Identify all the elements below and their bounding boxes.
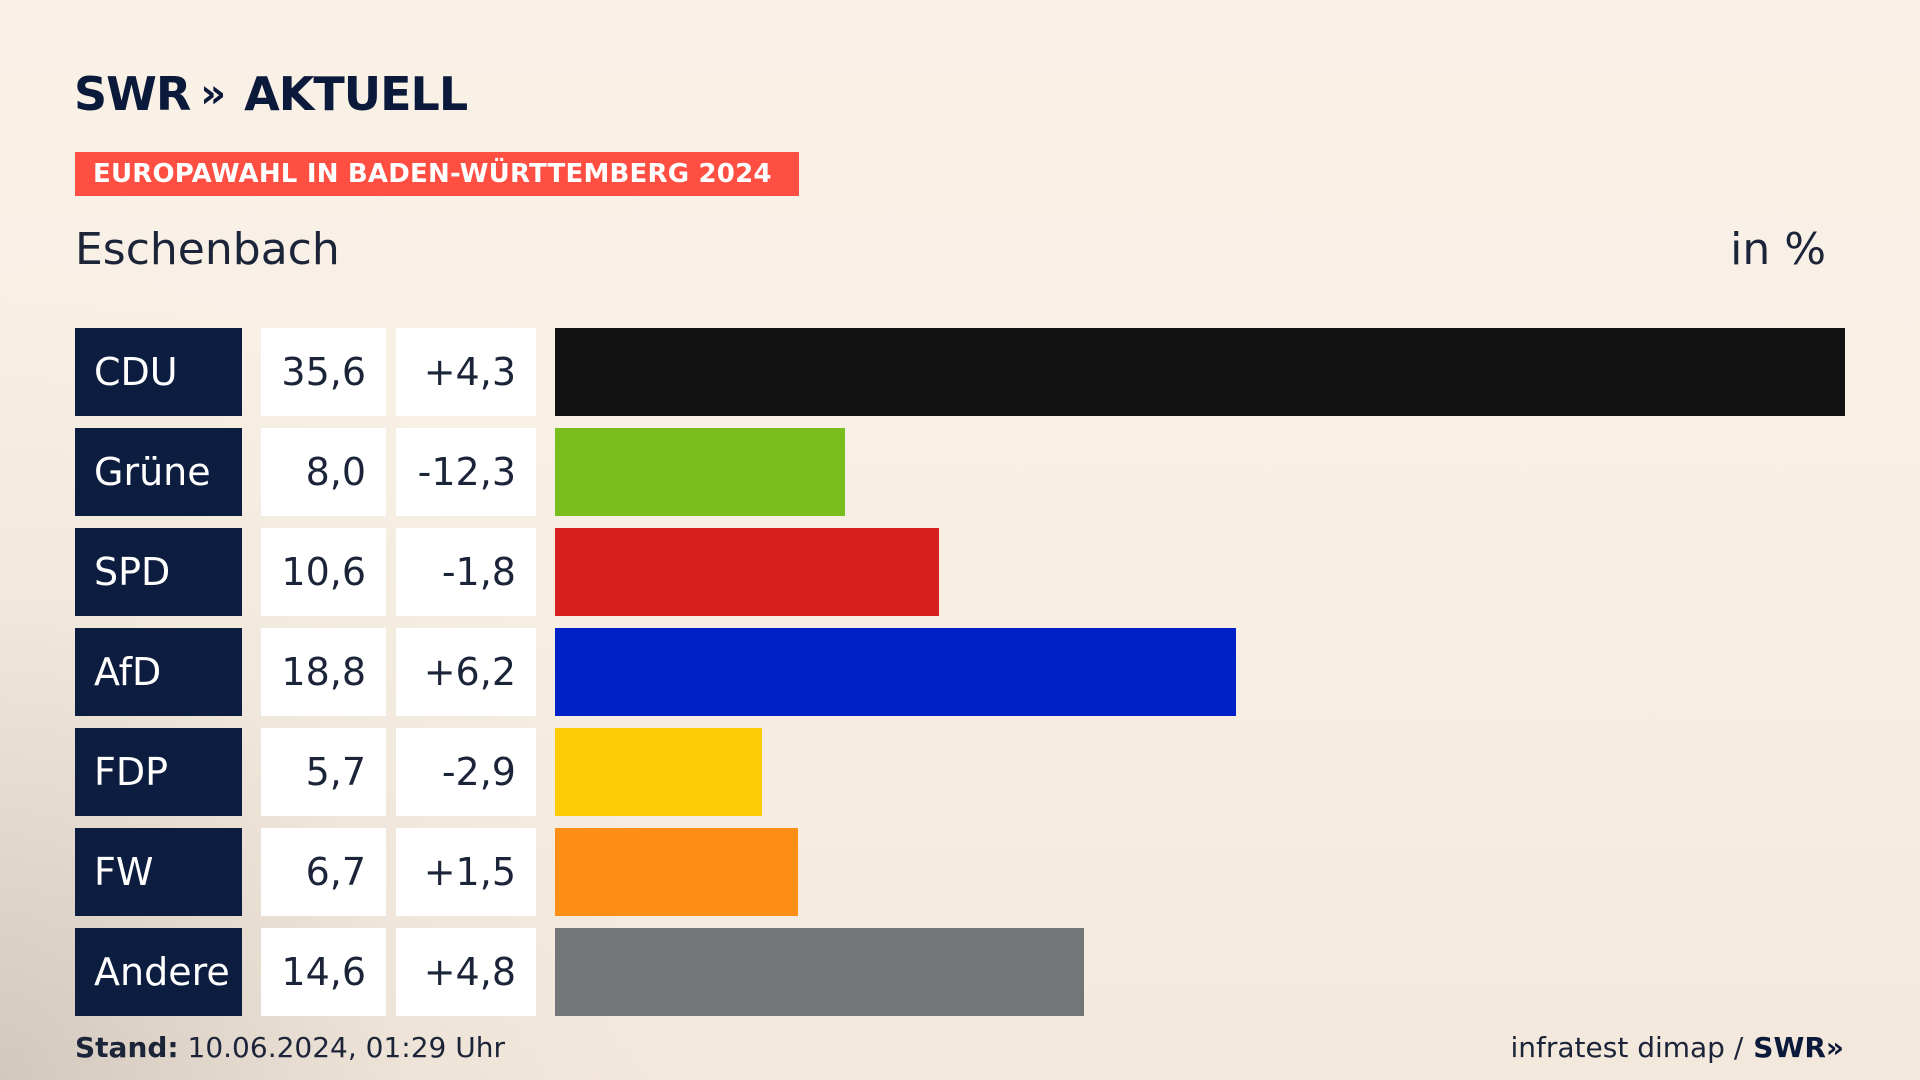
vote-share-label: 18,8 <box>261 628 386 716</box>
party-label: FW <box>75 828 242 916</box>
result-row: AfD 18,8 +6,2 <box>75 628 1845 716</box>
change-label: +4,3 <box>396 328 536 416</box>
result-row: Grüne 8,0 -12,3 <box>75 428 1845 516</box>
party-label: FDP <box>75 728 242 816</box>
change-label: +1,5 <box>396 828 536 916</box>
party-label: Andere <box>75 928 242 1016</box>
logo-chevron-icon: » <box>200 71 226 117</box>
stand-value: 10.06.2024, 01:29 Uhr <box>187 1031 505 1064</box>
swr-mini-logo: SWR» <box>1753 1031 1844 1064</box>
result-row: FDP 5,7 -2,9 <box>75 728 1845 816</box>
change-label: +4,8 <box>396 928 536 1016</box>
change-label: -2,9 <box>396 728 536 816</box>
result-row: CDU 35,6 +4,3 <box>75 328 1845 416</box>
result-row: Andere 14,6 +4,8 <box>75 928 1845 1016</box>
party-label: Grüne <box>75 428 242 516</box>
vote-share-label: 8,0 <box>261 428 386 516</box>
result-row: SPD 10,6 -1,8 <box>75 528 1845 616</box>
election-banner: EUROPAWAHL IN BADEN-WÜRTTEMBERG 2024 <box>75 152 799 196</box>
unit-label: in % <box>1730 224 1826 275</box>
logo-swr: SWR <box>74 67 191 121</box>
party-label: SPD <box>75 528 242 616</box>
change-label: -12,3 <box>396 428 536 516</box>
logo-aktuell: AKTUELL <box>244 67 468 121</box>
party-label: CDU <box>75 328 242 416</box>
vote-share-label: 14,6 <box>261 928 386 1016</box>
result-bar <box>555 628 1236 716</box>
result-row: FW 6,7 +1,5 <box>75 828 1845 916</box>
municipality-title: Eschenbach <box>75 224 340 275</box>
result-bar <box>555 328 1845 416</box>
result-bar <box>555 428 845 516</box>
vote-share-label: 35,6 <box>261 328 386 416</box>
stand-label: Stand: <box>75 1031 179 1064</box>
party-label: AfD <box>75 628 242 716</box>
result-bar <box>555 528 939 616</box>
change-label: -1,8 <box>396 528 536 616</box>
footer-source: infratest dimap / SWR» <box>1510 1030 1844 1066</box>
result-bar <box>555 828 798 916</box>
vote-share-label: 6,7 <box>261 828 386 916</box>
swr-aktuell-logo: SWR » AKTUELL <box>74 66 468 122</box>
result-bar <box>555 728 762 816</box>
footer-timestamp: Stand: 10.06.2024, 01:29 Uhr <box>75 1030 505 1066</box>
vote-share-label: 10,6 <box>261 528 386 616</box>
result-bar <box>555 928 1084 1016</box>
vote-share-label: 5,7 <box>261 728 386 816</box>
source-label: infratest dimap / <box>1510 1031 1744 1064</box>
change-label: +6,2 <box>396 628 536 716</box>
